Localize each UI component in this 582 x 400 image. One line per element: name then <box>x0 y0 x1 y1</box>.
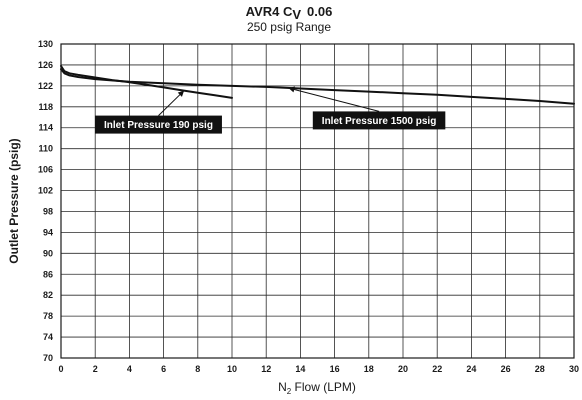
y-tick-label: 82 <box>43 290 53 300</box>
x-tick-label: 26 <box>501 364 511 374</box>
y-tick-label: 110 <box>38 144 53 154</box>
annotation-leader <box>288 87 380 112</box>
y-tick-label: 106 <box>38 165 53 175</box>
annotation-box <box>94 115 222 134</box>
series-layer <box>60 65 575 105</box>
x-tick-label: 28 <box>535 364 545 374</box>
x-tick-label: 8 <box>195 364 200 374</box>
x-tick-label: 22 <box>432 364 442 374</box>
y-tick-label: 102 <box>38 186 53 196</box>
annotation-1: Inlet Pressure 190 psig <box>94 90 222 134</box>
y-tick-label: 114 <box>38 123 53 133</box>
series-line-2 <box>60 68 575 105</box>
x-tick-labels: 0 2 4 6 8 10 12 14 16 18 20 22 24 26 28 30 <box>58 364 579 374</box>
x-tick-label: 30 <box>569 364 579 374</box>
x-tick-label: 18 <box>364 364 374 374</box>
x-tick-label: 2 <box>93 364 98 374</box>
y-tick-label: 130 <box>38 39 53 49</box>
annotation-label: Inlet Pressure 190 psig <box>104 120 213 131</box>
x-axis-label: N2 Flow (LPM) <box>278 380 356 396</box>
plot-frame <box>60 43 575 359</box>
annotation-2: Inlet Pressure 1500 psig <box>288 86 446 130</box>
y-tick-label: 86 <box>43 269 53 279</box>
y-tick-label: 126 <box>38 60 53 70</box>
y-tick-label: 90 <box>43 248 53 258</box>
annotation-arrowhead <box>288 86 295 93</box>
annotations: Inlet Pressure 190 psig Inlet Pressure 15… <box>94 86 446 134</box>
y-tick-label: 122 <box>38 81 53 91</box>
x-tick-label: 16 <box>330 364 340 374</box>
x-tick-label: 12 <box>261 364 271 374</box>
y-tick-label: 118 <box>38 102 53 112</box>
y-tick-label: 98 <box>43 206 53 216</box>
y-tick-label: 74 <box>43 332 53 342</box>
x-tick-label: 6 <box>161 364 166 374</box>
x-tick-label: 24 <box>466 364 476 374</box>
grid <box>60 43 575 359</box>
chart-subtitle: 250 psig Range <box>247 20 331 34</box>
y-tick-labels: 70 74 78 82 86 90 94 98 102 106 110 114 118 122 126 130 <box>38 39 53 363</box>
y-tick-label: 70 <box>43 353 53 363</box>
y-tick-label: 94 <box>43 227 53 237</box>
y-tick-label: 78 <box>43 311 53 321</box>
annotation-label: Inlet Pressure 1500 psig <box>322 116 437 127</box>
x-tick-label: 0 <box>58 364 63 374</box>
annotation-box <box>312 111 446 130</box>
x-tick-label: 10 <box>227 364 237 374</box>
x-tick-label: 4 <box>127 364 132 374</box>
x-tick-label: 20 <box>398 364 408 374</box>
x-tick-label: 14 <box>295 364 305 374</box>
chart-title: AVR4 CV 0.06 <box>246 4 333 22</box>
y-axis-label: Outlet Pressure (psig) <box>7 138 21 263</box>
annotation-arrowhead <box>177 90 185 97</box>
